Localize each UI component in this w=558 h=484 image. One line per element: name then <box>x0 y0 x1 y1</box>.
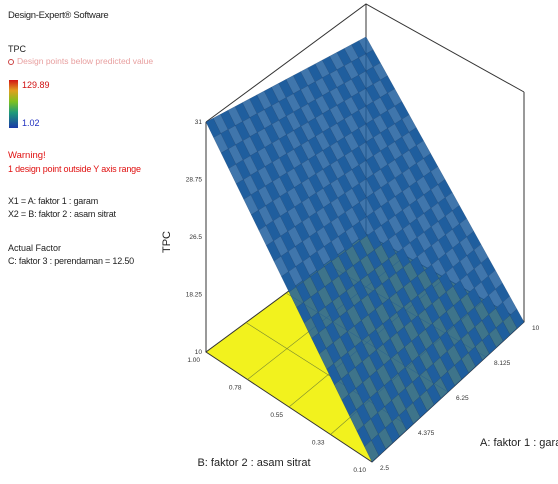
y-tick-label: 0.78 <box>229 385 242 392</box>
z-tick-label: 28.75 <box>186 177 203 184</box>
design-point-marker-icon <box>8 58 14 65</box>
response-surface <box>205 36 525 463</box>
software-title: Design-Expert® Software <box>8 10 109 21</box>
factor-x2: X2 = B: faktor 2 : asam sitrat <box>8 209 116 219</box>
y-tick-label: 1.00 <box>187 357 200 364</box>
z-tick-label: 10 <box>195 349 203 356</box>
color-scale-bar <box>9 80 18 128</box>
design-points-note: Design points below predicted value <box>8 56 153 66</box>
z-tick-label: 31 <box>195 119 203 126</box>
surface-facet <box>358 36 374 54</box>
x-axis-label: A: faktor 1 : garam <box>480 437 558 449</box>
x-tick-label: 10 <box>532 325 540 332</box>
actual-factor-label: Actual Factor <box>8 243 62 253</box>
actual-factor-value: C: faktor 3 : perendaman = 12.50 <box>8 256 134 266</box>
axis-ticks: 2.54.3756.258.125100.100.330.550.781.001… <box>186 119 540 474</box>
box-top-edge <box>205 3 525 123</box>
response-name: TPC <box>8 44 26 54</box>
factor-x1: X1 = A: faktor 1 : garam <box>8 196 98 206</box>
scale-min-label: 1.02 <box>22 118 40 128</box>
warning-title: Warning! <box>8 150 46 161</box>
y-tick-label: 0.10 <box>353 467 366 474</box>
x-tick-label: 8.125 <box>494 360 511 367</box>
warning-text: 1 design point outside Y axis range <box>8 164 141 174</box>
design-points-text: Design points below predicted value <box>17 56 154 66</box>
y-tick-label: 0.33 <box>312 440 325 447</box>
z-tick-label: 26.5 <box>189 234 202 241</box>
scale-max-label: 129.89 <box>22 80 50 90</box>
x-tick-label: 6.25 <box>456 395 469 402</box>
z-tick-label: 18.25 <box>186 292 203 299</box>
y-tick-label: 0.55 <box>270 412 283 419</box>
x-tick-label: 2.5 <box>380 465 389 472</box>
y-axis-label: B: faktor 2 : asam sitrat <box>197 457 310 469</box>
z-axis-label: TPC <box>161 231 173 253</box>
x-tick-label: 4.375 <box>418 430 435 437</box>
